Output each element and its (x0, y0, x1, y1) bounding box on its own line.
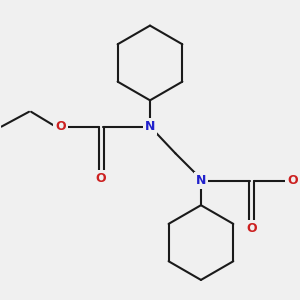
Text: O: O (56, 120, 66, 133)
Text: N: N (196, 174, 206, 187)
Text: O: O (287, 174, 298, 187)
Text: N: N (145, 120, 155, 133)
Text: O: O (96, 172, 106, 185)
Text: O: O (247, 222, 257, 235)
